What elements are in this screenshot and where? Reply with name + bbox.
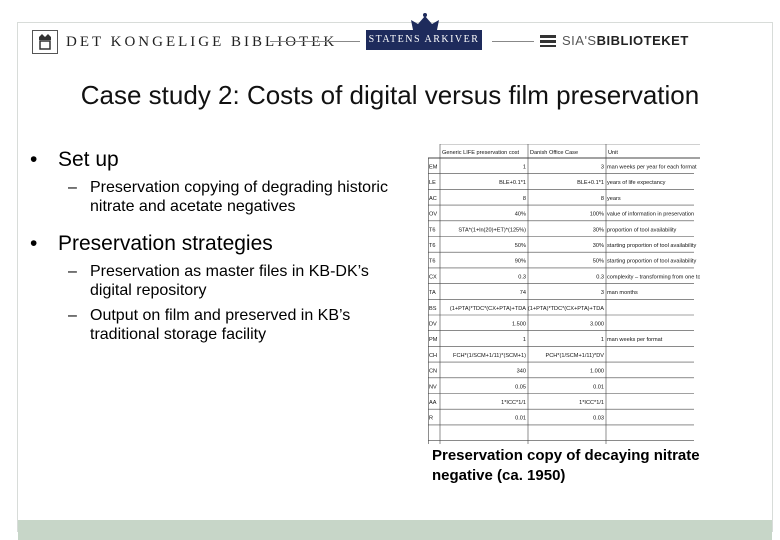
sub-bullet: – Output on film and preserved in KB’s tr…: [68, 307, 351, 343]
sub-bullet: – Preservation as master files in KB-DK’s…: [68, 263, 369, 299]
cost-table-image: Generic LIFE preservation cost Danish Off…: [428, 144, 700, 444]
table-row-code: CH: [429, 353, 437, 359]
table-cell: 1: [601, 337, 604, 343]
table-cell: 74: [520, 290, 526, 296]
table-cell: 0.3: [518, 274, 526, 280]
table-cell: 0.01: [515, 416, 526, 422]
table-row-code: AA: [429, 400, 437, 406]
table-row-code: PM: [429, 337, 438, 343]
table-header-cell: Unit: [608, 150, 618, 156]
table-row-code: AC: [429, 196, 437, 202]
table-row-code: DV: [429, 322, 437, 328]
slide-title: Case study 2: Costs of digital versus fi…: [80, 80, 700, 110]
table-row-code: T6: [429, 259, 436, 265]
table-cell: 1*ICC*1/1: [579, 400, 604, 406]
table-row-code: LE: [429, 180, 436, 186]
table-cell: BLE+0.1*1: [577, 180, 604, 186]
table-row-code: CX: [429, 274, 437, 280]
bullet-strategies: Preservation strategies: [30, 232, 400, 256]
table-cell: 1: [523, 337, 526, 343]
table-cell: (1+PTA)*TDC*(CX+PTA)+TDA: [528, 306, 604, 312]
table-row-code: T6: [429, 227, 436, 233]
table-cell: 50%: [593, 259, 604, 265]
sb-name: SIA'SBIBLIOTEKET: [562, 33, 689, 48]
sb-stripes-icon: [540, 34, 556, 47]
table-row-code: BS: [429, 306, 437, 312]
divider: [270, 41, 360, 42]
table-cell: 3: [601, 165, 604, 171]
kb-name: DET KONGELIGE BIBLIOTEK: [66, 34, 338, 50]
table-cell: 30%: [593, 227, 604, 233]
kb-crest-icon: [32, 30, 58, 54]
table-row-code: EM: [429, 165, 438, 171]
table-row-code: NV: [429, 384, 437, 390]
footer-bar: [18, 520, 772, 540]
table-cell: 340: [517, 369, 526, 375]
table-cell: man weeks per format: [607, 337, 663, 343]
table-header-cell: Danish Office Case: [530, 150, 578, 156]
crown-icon: [405, 12, 445, 32]
bullet-setup: Set up: [30, 148, 400, 172]
table-cell: PCH*(1/SCM+1/11)*DV: [546, 353, 605, 359]
table-cell: 1.000: [590, 369, 604, 375]
table-row-code: OV: [429, 212, 437, 218]
table-cell: 1*ICC*1/1: [501, 400, 526, 406]
table-cell: starting proportion of tool availability: [607, 243, 696, 249]
table-cell: 1.500: [512, 322, 526, 328]
table-cell: man months: [607, 290, 638, 296]
table-cell: 0.03: [593, 416, 604, 422]
table-cell: 40%: [515, 212, 526, 218]
table-cell: 3.000: [590, 322, 604, 328]
table-cell: 90%: [515, 259, 526, 265]
table-cell: (1+PTA)*TDC*(CX+PTA)+TDA: [450, 306, 526, 312]
table-cell: 3: [601, 290, 604, 296]
table-cell: FCH*(1/SCM+1/11)*(SCM+1): [453, 353, 526, 359]
table-header-cell: Generic LIFE preservation cost: [442, 150, 520, 156]
table-cell: 0.3: [596, 274, 604, 280]
table-cell: STA*(1+ln(20)+ET)*(125%): [458, 227, 526, 233]
table-cell: man weeks per year for each format: [607, 165, 697, 171]
table-cell: 0.05: [515, 384, 526, 390]
divider: [492, 41, 534, 42]
table-cell: years of life expectancy: [607, 180, 666, 186]
sa-name: STATENS ARKIVER: [366, 30, 482, 50]
table-cell: 8: [601, 196, 604, 202]
table-cell: value of information in preservation: [607, 212, 694, 218]
logo-header: DET KONGELIGE BIBLIOTEK STATENS ARKIVER …: [30, 13, 750, 56]
table-cell: starting proportion of tool availability: [607, 259, 696, 265]
table-cell: BLE+0.1*1: [499, 180, 526, 186]
table-cell: 100%: [590, 212, 604, 218]
table-cell: 50%: [515, 243, 526, 249]
table-cell: 0.01: [593, 384, 604, 390]
table-row-code: R: [429, 416, 433, 422]
table-cell: years: [607, 196, 621, 202]
table-cell: proportion of tool availability: [607, 227, 677, 233]
table-cell: complexity – transforming from one to: [607, 274, 700, 280]
table-row-code: CN: [429, 369, 437, 375]
bullet-list: Set up –Preservation copying of degradin…: [30, 148, 400, 344]
sub-bullet: – Preservation copying of degrading histo…: [68, 179, 388, 215]
image-caption: Preservation copy of decaying nitrate ne…: [432, 447, 700, 484]
table-cell: 1: [523, 165, 526, 171]
table-row-code: TA: [429, 290, 436, 296]
table-cell: 30%: [593, 243, 604, 249]
table-row-code: T6: [429, 243, 436, 249]
table-cell: 8: [523, 196, 526, 202]
